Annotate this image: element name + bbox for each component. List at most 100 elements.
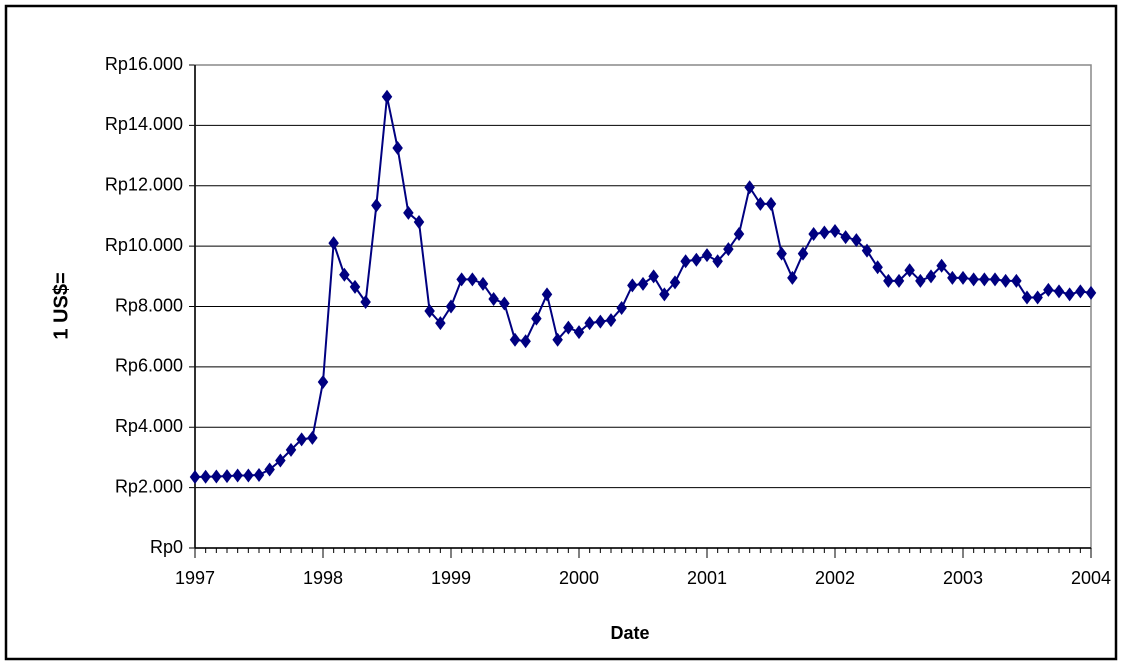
point-marker [424, 304, 435, 319]
point-marker [1053, 284, 1065, 299]
point-marker [947, 270, 958, 285]
point-marker [509, 332, 521, 347]
point-marker [317, 374, 329, 389]
point-marker [616, 301, 627, 316]
point-marker [520, 334, 531, 349]
point-marker [307, 430, 318, 445]
point-marker [904, 263, 915, 278]
point-marker [595, 314, 606, 329]
point-marker [925, 269, 937, 284]
point-marker [392, 141, 403, 156]
point-marker [349, 279, 361, 294]
point-marker [381, 89, 393, 104]
x-tick-label: 2003 [943, 568, 983, 588]
point-marker [627, 278, 638, 293]
point-marker [563, 320, 574, 335]
point-marker [1085, 285, 1097, 300]
point-marker [339, 267, 350, 282]
point-marker [488, 291, 499, 306]
point-marker [968, 272, 979, 287]
point-marker [787, 270, 798, 285]
point-marker [1000, 273, 1011, 288]
point-marker [499, 296, 510, 311]
point-marker [1064, 287, 1075, 302]
x-tick-label: 2000 [559, 568, 599, 588]
point-marker [413, 214, 425, 229]
point-marker [659, 287, 670, 302]
point-marker [296, 432, 307, 447]
y-tick-label: Rp2.000 [115, 476, 183, 496]
point-marker [840, 230, 851, 245]
y-tick-label: Rp4.000 [115, 416, 183, 436]
point-marker [285, 442, 297, 457]
point-marker [243, 468, 254, 483]
x-tick-label: 1998 [303, 568, 343, 588]
point-marker [371, 198, 382, 213]
x-tick-label: 2002 [815, 568, 855, 588]
point-marker [264, 462, 275, 477]
point-marker [221, 469, 233, 484]
point-marker [1075, 284, 1086, 299]
x-tick-label: 1997 [175, 568, 215, 588]
point-marker [744, 180, 755, 195]
point-marker [979, 272, 990, 287]
point-marker [360, 294, 371, 309]
point-marker [765, 196, 777, 211]
point-marker [232, 468, 243, 483]
point-marker [200, 469, 211, 484]
point-marker [712, 254, 723, 269]
point-marker [819, 225, 830, 240]
point-marker [723, 242, 734, 257]
point-marker [189, 470, 201, 485]
point-marker [808, 227, 819, 242]
y-tick-label: Rp14.000 [105, 114, 183, 134]
point-marker [691, 252, 702, 267]
point-marker [253, 467, 265, 482]
point-marker [637, 276, 649, 291]
point-marker [829, 224, 841, 239]
point-marker [1043, 282, 1054, 297]
y-tick-label: Rp8.000 [115, 295, 183, 315]
point-marker [872, 260, 883, 275]
y-tick-label: Rp0 [150, 537, 183, 557]
point-marker [541, 287, 553, 302]
chart-border [4, 4, 1118, 661]
point-marker [648, 269, 659, 284]
point-marker [936, 258, 947, 273]
point-marker [883, 273, 894, 288]
point-marker [1021, 290, 1033, 305]
point-marker [211, 469, 222, 484]
point-marker [1032, 290, 1043, 305]
point-marker [328, 236, 339, 251]
point-marker [776, 246, 787, 261]
x-tick-label: 1999 [431, 568, 471, 588]
point-marker [435, 316, 446, 331]
x-tick-label: 2001 [687, 568, 727, 588]
y-tick-label: Rp10.000 [105, 235, 183, 255]
point-marker [669, 275, 681, 290]
point-marker [605, 313, 617, 328]
x-tick-label: 2004 [1071, 568, 1111, 588]
point-marker [957, 270, 969, 285]
y-tick-label: Rp16.000 [105, 54, 183, 74]
point-marker [573, 325, 585, 340]
point-marker [584, 316, 595, 331]
point-marker [531, 311, 542, 326]
point-marker [893, 273, 905, 288]
x-axis-label: Date [610, 623, 649, 643]
point-marker [403, 205, 414, 220]
point-marker [701, 248, 713, 263]
point-marker [989, 272, 1001, 287]
point-marker [477, 276, 489, 291]
point-marker [275, 453, 286, 468]
point-marker [1011, 273, 1022, 288]
point-marker [851, 233, 862, 248]
y-axis-label: 1 US$= [50, 272, 72, 339]
point-marker [680, 254, 691, 269]
point-marker [861, 243, 873, 258]
point-marker [456, 272, 467, 287]
point-marker [467, 272, 478, 287]
point-marker [915, 273, 926, 288]
y-tick-label: Rp6.000 [115, 356, 183, 376]
